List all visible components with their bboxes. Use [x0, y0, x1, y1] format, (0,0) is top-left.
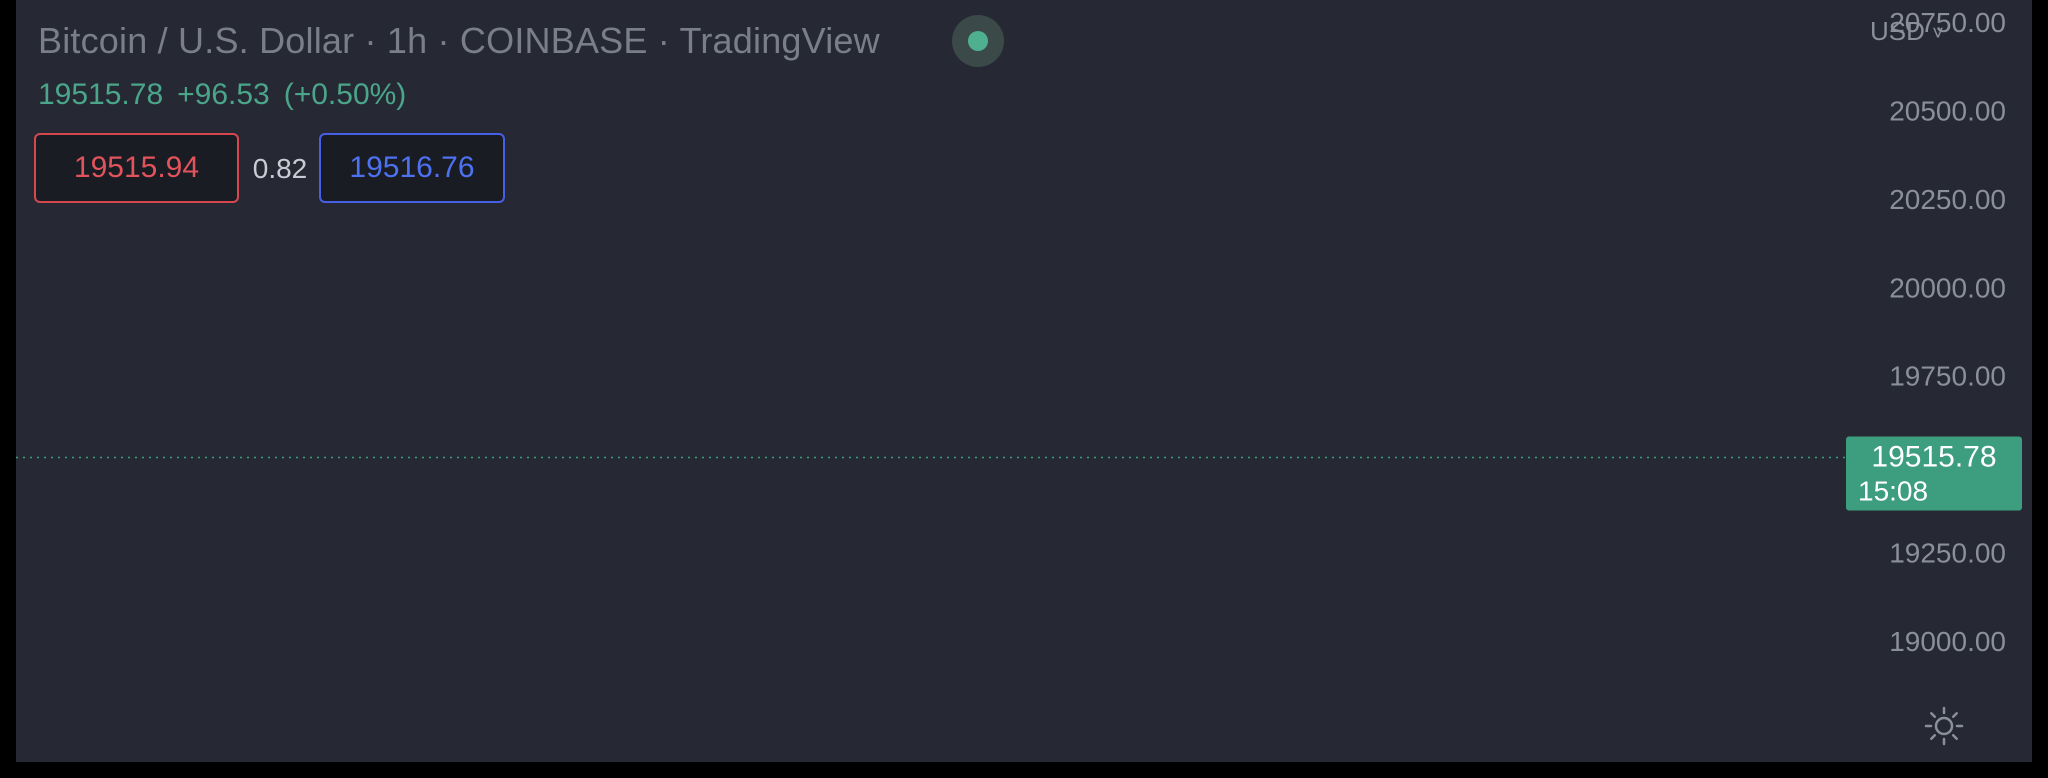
price-chart[interactable]: 20750.00 20500.00 20250.00 20000.00 19750.00… [16, 0, 2032, 762]
quote-line: 19515.78 +96.53 (+0.50%) [38, 78, 420, 112]
buy-price-button[interactable]: 19516.76 [319, 133, 505, 203]
live-dot-icon [952, 15, 1004, 67]
bottom-strip [0, 762, 2048, 778]
y-tick-label: 20000.00 [1889, 272, 2006, 303]
price-change: +96.53 [177, 78, 270, 111]
price-change-percent: (+0.50%) [283, 78, 407, 111]
chart-title: Bitcoin / U.S. Dollar · 1h · COINBASE · … [38, 20, 880, 61]
spread-value: 0.82 [252, 153, 308, 184]
y-tick-label: 19250.00 [1889, 538, 2006, 569]
chevron-down-icon: ˅ [1932, 23, 1944, 45]
price-tag: 19515.78 15:08 [1846, 436, 2022, 511]
price-tag-countdown: 15:08 [1858, 476, 1928, 507]
last-price: 19515.78 [38, 78, 164, 111]
y-tick-label: 20250.00 [1889, 184, 2006, 215]
sell-price-button[interactable]: 19515.94 [34, 133, 239, 203]
y-tick-label: 19000.00 [1889, 626, 2006, 657]
price-tag-box [1846, 436, 2022, 511]
price-tag-price: 19515.78 [1871, 441, 1996, 474]
y-tick-label: 20750.00 [1889, 7, 2006, 38]
y-tick-label: 20500.00 [1889, 96, 2006, 127]
y-axis: 20750.00 20500.00 20250.00 20000.00 19750.00… [1889, 7, 2006, 657]
y-tick-label: 19750.00 [1889, 361, 2006, 392]
currency-label: USD [1870, 16, 1925, 46]
currency-selector[interactable]: USD ˅ [1870, 16, 1944, 47]
chart-root: 20750.00 20500.00 20250.00 20000.00 19750.00… [16, 0, 2032, 762]
sun-gear-icon[interactable] [1924, 706, 1964, 746]
